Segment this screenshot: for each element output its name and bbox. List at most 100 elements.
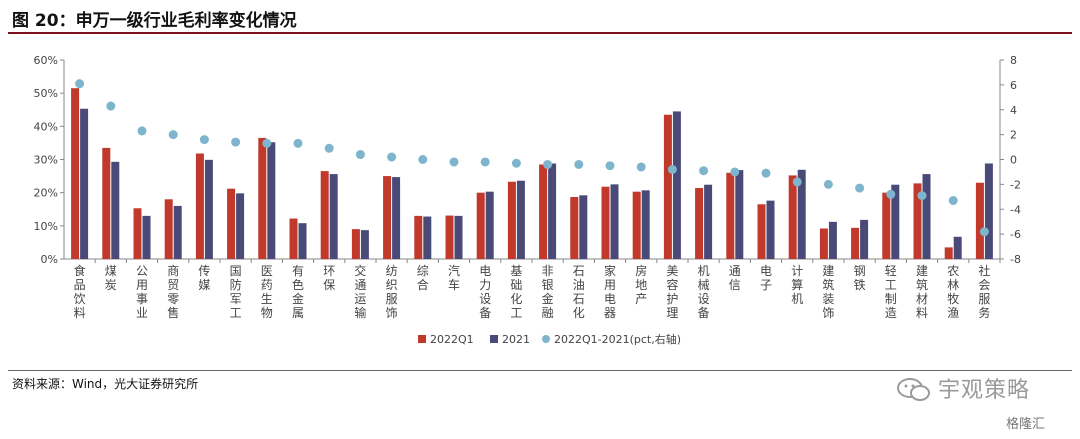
right-tick-label: 0	[1010, 154, 1017, 167]
point-diff	[449, 157, 459, 167]
category-label: 通信	[729, 264, 741, 292]
right-tick-label: 2	[1010, 129, 1017, 142]
bar-2022q1	[476, 192, 485, 259]
category-label: 商贸零售	[167, 263, 179, 320]
bar-2021	[953, 236, 962, 259]
point-diff	[730, 167, 740, 177]
category-label: 煤炭	[105, 264, 117, 292]
right-tick-label: -2	[1010, 178, 1021, 191]
point-diff	[979, 227, 989, 237]
bar-2021	[828, 221, 837, 259]
category-label: 环保	[323, 264, 335, 292]
bar-2022q1	[570, 196, 579, 259]
chart-area: 0% 10% 20% 30% 40% 50% 60% -8 -6 -4 -2 0 2 4 6 8 食品饮料 煤炭公…	[34, 54, 1021, 346]
point-diff	[137, 126, 147, 136]
point-diff	[262, 138, 272, 148]
bar-2022q1	[507, 181, 516, 259]
category-label: 电力设备	[479, 264, 491, 320]
point-diff	[168, 130, 178, 140]
point-diff	[231, 137, 241, 147]
bar-2022q1	[71, 88, 80, 259]
bar-2022q1	[851, 227, 860, 259]
category-label: 机械设备	[698, 264, 710, 320]
point-diff	[886, 189, 896, 199]
bar-2022q1	[663, 114, 672, 259]
bar-2022q1	[632, 191, 641, 259]
bar-2021	[236, 193, 245, 259]
point-diff	[324, 143, 334, 153]
bar-2021	[579, 195, 588, 259]
bar-2022q1	[258, 137, 267, 259]
category-label: 电子	[760, 264, 772, 292]
legend-swatch	[490, 335, 498, 343]
left-tick-label: 50%	[34, 87, 58, 100]
category-label: 传媒	[198, 263, 210, 292]
category-label: 交通运输	[354, 263, 366, 320]
point-diff	[917, 191, 927, 201]
point-diff	[636, 162, 646, 172]
category-label: 钢铁	[854, 264, 866, 292]
bar-2022q1	[975, 182, 984, 259]
bar-2022q1	[819, 228, 828, 259]
bar-2022q1	[351, 229, 360, 259]
right-tick-label: -6	[1010, 228, 1021, 241]
bar-2022q1	[695, 188, 704, 259]
right-tick-label: 4	[1010, 104, 1017, 117]
left-tick-label: 30%	[34, 154, 58, 167]
bar-2022q1	[788, 175, 797, 259]
point-diff	[355, 150, 365, 160]
left-tick-label: 0%	[41, 253, 58, 266]
category-label: 社会服务	[978, 263, 990, 320]
bar-2022q1	[757, 204, 766, 259]
category-label: 国防军工	[230, 264, 242, 320]
point-diff	[511, 158, 521, 168]
bar-2021	[891, 184, 900, 259]
left-tick-label: 10%	[34, 220, 58, 233]
bar-2021	[735, 170, 744, 259]
bar-2022q1	[195, 153, 204, 259]
category-label: 纺织服饰	[386, 264, 398, 320]
bar-2021	[173, 205, 182, 259]
bar-2021	[80, 108, 89, 259]
bar-2021	[204, 159, 213, 259]
point-diff	[574, 159, 584, 169]
category-label: 建筑装饰	[822, 264, 834, 320]
point-diff	[667, 164, 677, 174]
bar-2022q1	[102, 147, 111, 259]
legend-swatch	[542, 335, 550, 343]
bar-2021	[454, 215, 463, 259]
bar-2021	[610, 184, 619, 259]
category-label: 建筑材料	[916, 264, 928, 320]
category-label: 农林牧渔	[947, 264, 959, 320]
bar-2021	[142, 215, 151, 259]
legend-label: 2022Q1	[430, 333, 474, 346]
legend-label: 2022Q1-2021(pct,右轴)	[554, 332, 681, 346]
bar-2021	[984, 163, 993, 259]
category-label: 轻工制造	[885, 264, 897, 320]
category-label: 计算机	[791, 264, 803, 306]
bar-2022q1	[539, 164, 548, 259]
bar-2021	[111, 161, 120, 259]
right-tick-label: -4	[1010, 203, 1021, 216]
bar-2022q1	[383, 176, 392, 259]
category-label: 公用事业	[136, 264, 148, 320]
bar-2021	[392, 177, 401, 259]
point-diff	[75, 79, 85, 89]
point-diff	[199, 135, 209, 145]
bar-2022q1	[414, 215, 423, 259]
bar-2021	[704, 184, 713, 259]
left-tick-label: 20%	[34, 187, 58, 200]
category-label: 基础化工	[510, 264, 522, 320]
right-tick-label: 6	[1010, 79, 1017, 92]
category-label: 综合	[417, 264, 429, 292]
point-diff	[823, 179, 833, 189]
category-label: 美容护理	[666, 264, 678, 320]
bar-2021	[423, 216, 432, 259]
bar-2021	[797, 169, 806, 259]
bar-2021	[516, 180, 525, 259]
bar-2021	[641, 190, 650, 259]
point-diff	[699, 166, 709, 176]
bar-2021	[360, 230, 369, 259]
watermark-sub: 格隆汇	[1006, 417, 1046, 432]
category-label: 石油石化	[573, 264, 585, 320]
